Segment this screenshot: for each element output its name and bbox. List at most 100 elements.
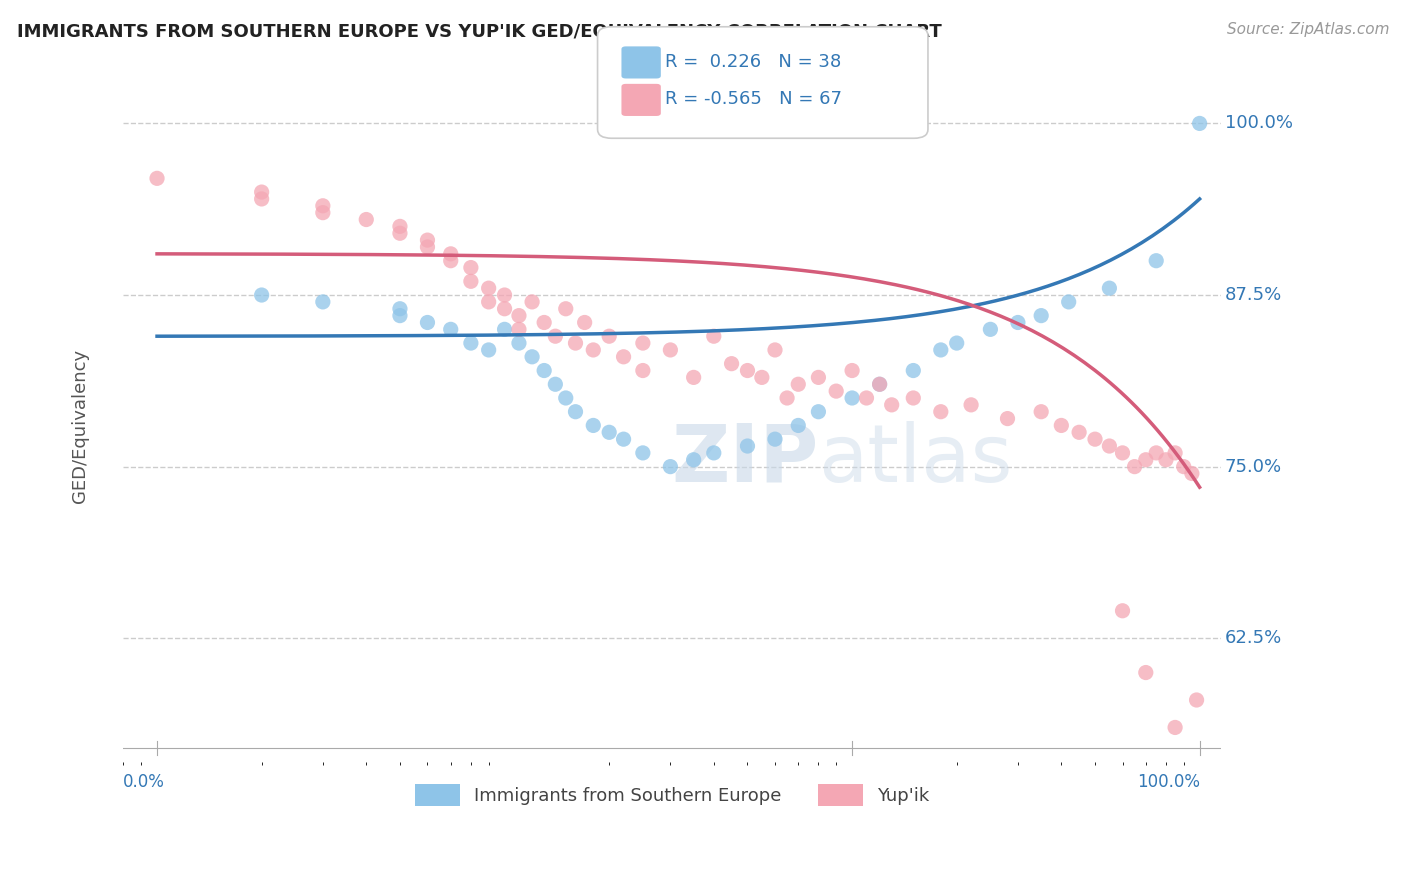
Point: [703, 446, 725, 460]
Legend: Immigrants from Southern Europe, Yup'ik: Immigrants from Southern Europe, Yup'ik: [405, 775, 939, 815]
Point: [763, 432, 786, 446]
Point: [478, 281, 501, 295]
Point: [787, 377, 810, 392]
Text: R = -0.565   N = 67: R = -0.565 N = 67: [665, 90, 842, 108]
Point: [1069, 425, 1091, 440]
Point: [460, 336, 482, 351]
Point: [388, 226, 411, 240]
Point: [720, 357, 742, 371]
Point: [1123, 459, 1146, 474]
Point: [494, 288, 516, 302]
Point: [869, 377, 891, 392]
Point: [478, 294, 501, 309]
Point: [440, 247, 463, 261]
Point: [737, 439, 759, 453]
Point: [929, 343, 952, 357]
Point: [250, 185, 273, 199]
Point: [1185, 693, 1208, 707]
Point: [416, 316, 439, 330]
Point: [1164, 446, 1187, 460]
Point: [1144, 446, 1167, 460]
Point: [1084, 432, 1107, 446]
Point: [312, 294, 335, 309]
Point: [1031, 405, 1053, 419]
Text: atlas: atlas: [818, 421, 1012, 499]
Point: [478, 343, 501, 357]
Point: [508, 309, 530, 323]
Point: [312, 199, 335, 213]
Point: [533, 363, 555, 377]
Point: [598, 329, 620, 343]
Point: [1164, 721, 1187, 735]
Point: [312, 205, 335, 219]
Point: [508, 322, 530, 336]
Point: [1135, 665, 1157, 680]
Point: [460, 274, 482, 288]
Point: [841, 391, 863, 405]
Point: [564, 405, 586, 419]
Text: 100.0%: 100.0%: [1136, 772, 1199, 790]
Text: R =  0.226   N = 38: R = 0.226 N = 38: [665, 53, 841, 70]
Point: [1098, 281, 1121, 295]
Point: [703, 329, 725, 343]
Point: [841, 363, 863, 377]
Point: [997, 411, 1019, 425]
Point: [1188, 116, 1211, 130]
Point: [751, 370, 773, 384]
Point: [1050, 418, 1073, 433]
Point: [250, 192, 273, 206]
Point: [564, 336, 586, 351]
Point: [356, 212, 378, 227]
Point: [631, 363, 654, 377]
Point: [520, 350, 543, 364]
Point: [903, 363, 925, 377]
Point: [613, 350, 636, 364]
Point: [682, 370, 704, 384]
Point: [533, 316, 555, 330]
Text: 62.5%: 62.5%: [1225, 629, 1282, 648]
Point: [869, 377, 891, 392]
Point: [807, 405, 830, 419]
Point: [146, 171, 169, 186]
Point: [903, 391, 925, 405]
Point: [1057, 294, 1080, 309]
Point: [945, 336, 967, 351]
Point: [520, 294, 543, 309]
Point: [979, 322, 1001, 336]
Text: IMMIGRANTS FROM SOUTHERN EUROPE VS YUP'IK GED/EQUIVALENCY CORRELATION CHART: IMMIGRANTS FROM SOUTHERN EUROPE VS YUP'I…: [17, 22, 942, 40]
Point: [440, 253, 463, 268]
Point: [416, 240, 439, 254]
Point: [1111, 446, 1133, 460]
Point: [613, 432, 636, 446]
Point: [544, 329, 567, 343]
Text: 100.0%: 100.0%: [1225, 114, 1292, 132]
Point: [929, 405, 952, 419]
Point: [776, 391, 799, 405]
Point: [825, 384, 848, 398]
Text: Source: ZipAtlas.com: Source: ZipAtlas.com: [1226, 22, 1389, 37]
Point: [582, 418, 605, 433]
Point: [388, 219, 411, 234]
Point: [494, 301, 516, 316]
Point: [494, 322, 516, 336]
Text: ZIP: ZIP: [671, 421, 818, 499]
Point: [250, 288, 273, 302]
Point: [659, 343, 682, 357]
Point: [554, 391, 576, 405]
Point: [544, 377, 567, 392]
Point: [763, 343, 786, 357]
Point: [1098, 439, 1121, 453]
Point: [574, 316, 596, 330]
Point: [416, 233, 439, 247]
Point: [388, 301, 411, 316]
Point: [1181, 467, 1204, 481]
Point: [1135, 452, 1157, 467]
Point: [440, 322, 463, 336]
Point: [631, 336, 654, 351]
Point: [1111, 604, 1133, 618]
Point: [388, 309, 411, 323]
Point: [807, 370, 830, 384]
Text: 0.0%: 0.0%: [124, 772, 166, 790]
Point: [787, 418, 810, 433]
Point: [1154, 452, 1177, 467]
